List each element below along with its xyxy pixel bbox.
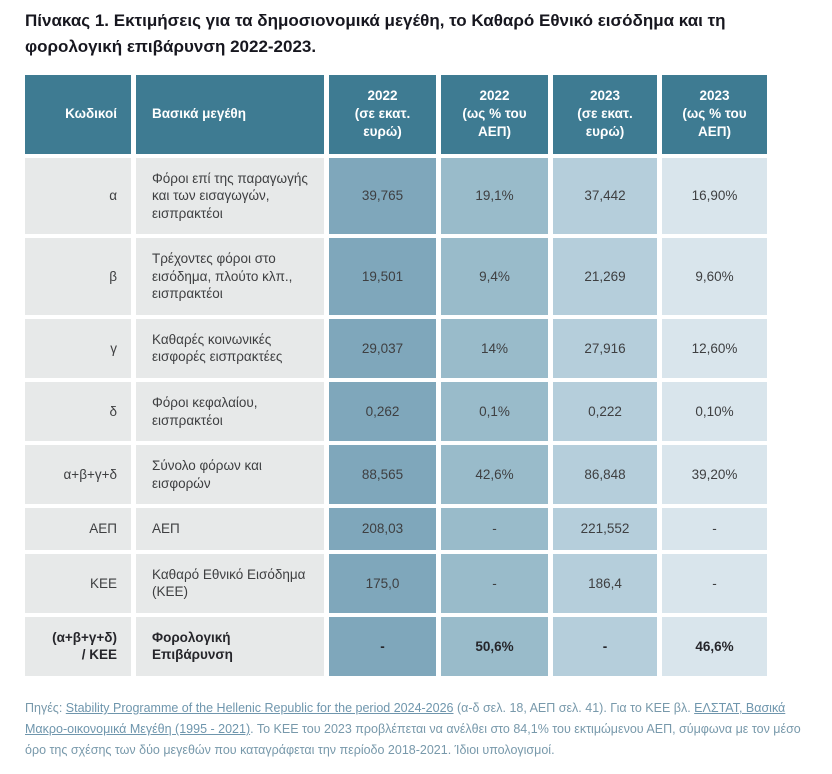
column-header: 2022 (ως % του ΑΕΠ): [441, 75, 548, 154]
value-cell: 46,6%: [662, 616, 767, 676]
table-row: β Τρέχοντες φόροι στο εισόδημα, πλούτο κλ…: [25, 238, 767, 315]
value-cell: 21,269: [553, 238, 657, 315]
footnote-text: Πηγές:: [25, 700, 66, 715]
value-cell: 27,916: [553, 318, 657, 379]
table-body: α Φόροι επί της παραγωγής και των εισαγωγ…: [25, 157, 767, 676]
row-label: Καθαρό Εθνικό Εισόδημα (ΚΕΕ): [136, 553, 324, 613]
table-row: ΚΕΕ Καθαρό Εθνικό Εισόδημα (ΚΕΕ) 175,0-186…: [25, 553, 767, 613]
table-row: (α+β+γ+δ) / ΚΕΕ Φορολογική Επιβάρυνση -50,…: [25, 616, 767, 676]
row-code: ΚΕΕ: [25, 553, 131, 613]
table-row: α Φόροι επί της παραγωγής και των εισαγωγ…: [25, 157, 767, 235]
value-cell: 186,4: [553, 553, 657, 613]
footnote-link[interactable]: ΕΛΣΤΑΤ, Βασικά Μακρο-οικονομικά Μεγέθη (…: [25, 700, 786, 737]
value-cell: 9,60%: [662, 238, 767, 315]
column-header: 2023 (σε εκατ. ευρώ): [553, 75, 657, 154]
value-cell: 14%: [441, 318, 548, 379]
table-title: Πίνακας 1. Εκτιμήσεις για τα δημοσιονομι…: [25, 11, 726, 56]
row-label: Σύνολο φόρων και εισφορών: [136, 445, 324, 505]
value-cell: 221,552: [553, 508, 657, 550]
column-header: 2022 (σε εκατ. ευρώ): [329, 75, 436, 154]
value-cell: 9,4%: [441, 238, 548, 315]
column-header: Κωδικοί: [25, 75, 131, 154]
header-row: Κωδικοί Βασικά μεγέθη 2022 (σε εκατ. ευρώ)…: [25, 75, 767, 154]
row-code: δ: [25, 382, 131, 442]
value-cell: 16,90%: [662, 157, 767, 235]
value-cell: 0,1%: [441, 382, 548, 442]
value-cell: -: [662, 508, 767, 550]
column-header: Βασικά μεγέθη: [136, 75, 324, 154]
value-cell: 39,20%: [662, 445, 767, 505]
column-header: 2023 (ως % του ΑΕΠ): [662, 75, 767, 154]
fiscal-table: Κωδικοί Βασικά μεγέθη 2022 (σε εκατ. ευρώ)…: [20, 71, 772, 680]
value-cell: -: [329, 616, 436, 676]
value-cell: 208,03: [329, 508, 436, 550]
row-code: (α+β+γ+δ) / ΚΕΕ: [25, 616, 131, 676]
row-label: Φόροι κεφαλαίου, εισπρακτέοι: [136, 382, 324, 442]
row-label: ΑΕΠ: [136, 508, 324, 550]
value-cell: 0,262: [329, 382, 436, 442]
value-cell: 86,848: [553, 445, 657, 505]
value-cell: -: [441, 508, 548, 550]
value-cell: 50,6%: [441, 616, 548, 676]
value-cell: 19,501: [329, 238, 436, 315]
value-cell: 0,222: [553, 382, 657, 442]
value-cell: 175,0: [329, 553, 436, 613]
table-row: γ Καθαρές κοινωνικές εισφορές εισπρακτέες…: [25, 318, 767, 379]
value-cell: 42,6%: [441, 445, 548, 505]
row-label: Φόροι επί της παραγωγής και των εισαγωγώ…: [136, 157, 324, 235]
row-label: Καθαρές κοινωνικές εισφορές εισπρακτέες: [136, 318, 324, 379]
value-cell: -: [441, 553, 548, 613]
row-label: Τρέχοντες φόροι στο εισόδημα, πλούτο κλπ…: [136, 238, 324, 315]
row-code: β: [25, 238, 131, 315]
value-cell: -: [662, 553, 767, 613]
row-code: γ: [25, 318, 131, 379]
row-code: α: [25, 157, 131, 235]
footnote-text: (α-δ σελ. 18, ΑΕΠ σελ. 41). Για το ΚΕΕ β…: [453, 700, 695, 715]
value-cell: 0,10%: [662, 382, 767, 442]
footnote: Πηγές: Stability Programme of the Hellen…: [25, 698, 812, 762]
footnote-link[interactable]: Stability Programme of the Hellenic Repu…: [65, 700, 454, 715]
value-cell: 88,565: [329, 445, 436, 505]
value-cell: -: [553, 616, 657, 676]
table-row: ΑΕΠ ΑΕΠ 208,03-221,552-: [25, 508, 767, 550]
table-row: α+β+γ+δ Σύνολο φόρων και εισφορών 88,565 42…: [25, 445, 767, 505]
row-code: α+β+γ+δ: [25, 445, 131, 505]
value-cell: 19,1%: [441, 157, 548, 235]
value-cell: 37,442: [553, 157, 657, 235]
row-code: ΑΕΠ: [25, 508, 131, 550]
table-row: δ Φόροι κεφαλαίου, εισπρακτέοι 0,262 0,1% 0,…: [25, 382, 767, 442]
row-label: Φορολογική Επιβάρυνση: [136, 616, 324, 676]
value-cell: 29,037: [329, 318, 436, 379]
value-cell: 39,765: [329, 157, 436, 235]
value-cell: 12,60%: [662, 318, 767, 379]
